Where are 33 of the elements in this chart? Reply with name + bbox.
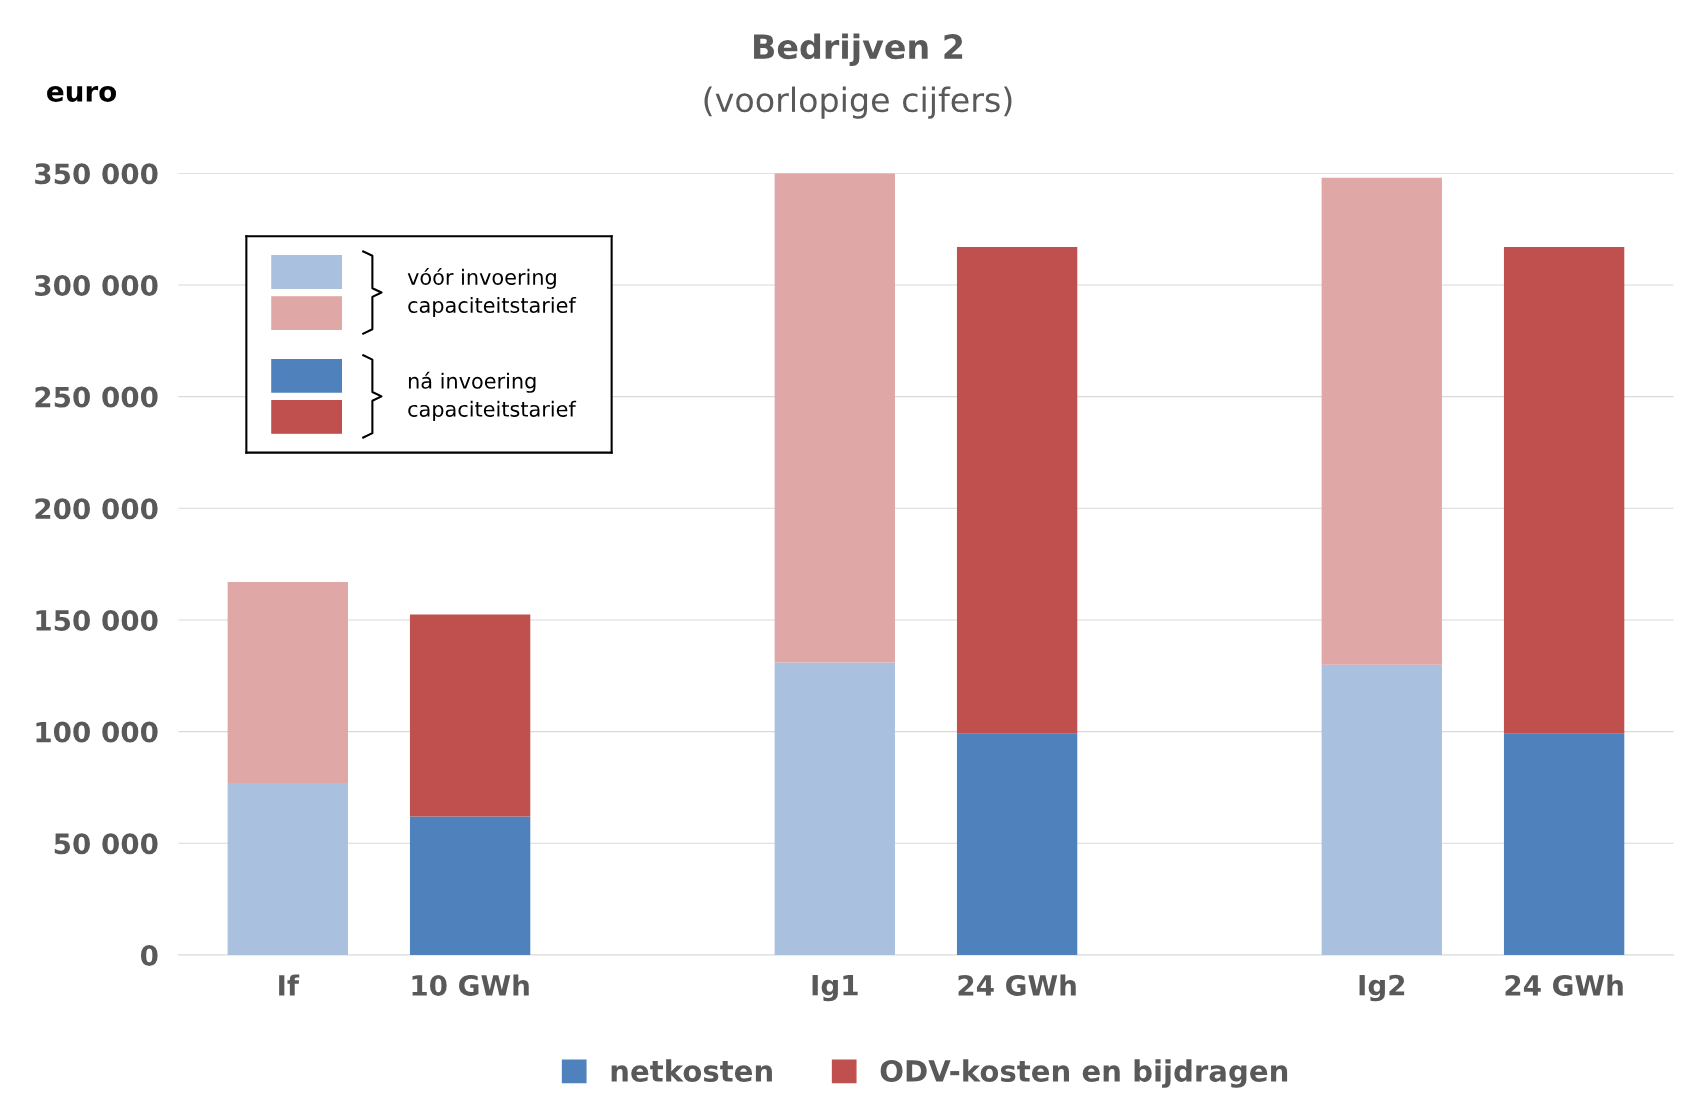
y-axis-title: euro	[47, 85, 117, 102]
chart-title: Bedrijven 2	[754, 33, 963, 66]
bar	[1503, 733, 1625, 955]
y-tick-label: 150 000	[36, 609, 158, 631]
annotation: vóór invoering capaciteitstarief	[407, 267, 577, 318]
x-tick-label: 24 GWh	[958, 974, 1076, 996]
bar	[227, 582, 348, 783]
chart-subtitle: (voorlopige cijfers)	[704, 86, 1012, 119]
x-tick-label: 24 GWh	[1505, 974, 1623, 996]
y-tick-label: 100 000	[36, 721, 158, 743]
y-tick-label: 300 000	[35, 274, 158, 296]
bar	[774, 173, 895, 663]
bar	[1503, 247, 1625, 734]
y-tick-label: 50 000	[54, 833, 158, 855]
y-tick-label: 250 000	[35, 386, 158, 408]
x-tick-label: 10 GWh	[412, 974, 529, 996]
bar	[956, 247, 1078, 734]
annotation: ná invoering capaciteitstarief	[408, 371, 577, 421]
bar	[1321, 177, 1442, 665]
bar	[409, 816, 531, 955]
bar	[956, 733, 1078, 955]
x-tick-label: Ig2	[1359, 974, 1405, 1002]
bar	[774, 662, 895, 955]
y-tick-label: 350 000	[35, 163, 158, 185]
legend-label: netkosten	[611, 1059, 772, 1082]
x-tick-label: If	[279, 974, 300, 996]
bar	[409, 614, 531, 817]
y-tick-label: 0	[140, 944, 158, 966]
bar	[227, 783, 348, 955]
y-tick-label: 200 000	[35, 498, 158, 520]
x-tick-label: Ig1	[812, 975, 858, 1002]
legend-label: ODV-kosten en bijdragen	[880, 1059, 1288, 1088]
bar	[1321, 664, 1442, 955]
